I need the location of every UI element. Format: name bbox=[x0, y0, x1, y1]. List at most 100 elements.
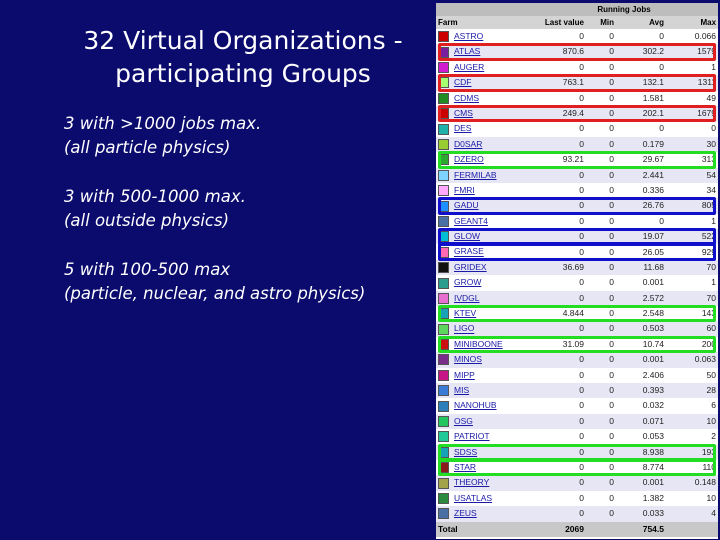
cell-last: 31.09 bbox=[530, 336, 586, 353]
farm-link[interactable]: NANOHUB bbox=[454, 400, 497, 411]
bullet-item: 3 with >1000 jobs max. (all particle phy… bbox=[64, 112, 424, 160]
cell-avg: 302.2 bbox=[616, 44, 666, 60]
farm-link[interactable]: LIGO bbox=[454, 323, 475, 334]
cell-max: 54 bbox=[666, 167, 718, 183]
color-swatch bbox=[438, 262, 449, 274]
cell-avg: 26.05 bbox=[616, 244, 666, 260]
cell-max: 34 bbox=[666, 182, 718, 199]
table-row: GADU 0 0 26.76 805 bbox=[436, 198, 718, 214]
total-label: Total bbox=[436, 521, 530, 537]
cell-last: 0 bbox=[530, 198, 586, 214]
cell-min: 0 bbox=[586, 459, 616, 476]
table-row: GLOW 0 0 19.07 522 bbox=[436, 229, 718, 245]
farm-cell: LIGO bbox=[436, 321, 530, 337]
farm-link[interactable]: MIS bbox=[454, 385, 470, 396]
farm-link[interactable]: CDF bbox=[454, 77, 472, 88]
farm-cell: CMS bbox=[436, 105, 530, 122]
farm-link[interactable]: OSG bbox=[454, 415, 473, 426]
farm-cell: DES bbox=[436, 121, 530, 137]
cell-avg: 19.07 bbox=[616, 229, 666, 245]
farm-link[interactable]: MIPP bbox=[454, 369, 475, 380]
cell-avg: 11.68 bbox=[616, 259, 666, 276]
cell-last: 0 bbox=[530, 367, 586, 383]
cell-max: 313 bbox=[666, 152, 718, 168]
cell-min: 0 bbox=[586, 213, 616, 230]
farm-link[interactable]: USATLAS bbox=[454, 492, 493, 503]
column-header-farm[interactable]: Farm bbox=[436, 16, 530, 29]
cell-avg: 10.74 bbox=[616, 336, 666, 353]
farm-link[interactable]: ATLAS bbox=[454, 46, 481, 57]
cell-last: 0 bbox=[530, 459, 586, 476]
cell-min: 0 bbox=[586, 290, 616, 307]
farm-cell: MIPP bbox=[436, 367, 530, 383]
farm-cell: USATLAS bbox=[436, 490, 530, 507]
cell-min: 0 bbox=[586, 321, 616, 337]
cell-min: 0 bbox=[586, 75, 616, 91]
cell-min: 0 bbox=[586, 336, 616, 353]
cell-min: 0 bbox=[586, 275, 616, 291]
farm-link[interactable]: AUGER bbox=[454, 61, 485, 72]
color-swatch bbox=[438, 92, 449, 104]
cell-last: 0 bbox=[530, 475, 586, 491]
column-header-min[interactable]: Min bbox=[586, 16, 616, 29]
cell-min: 0 bbox=[586, 259, 616, 276]
farm-link[interactable]: PATRIOT bbox=[454, 431, 490, 442]
cell-avg: 2.441 bbox=[616, 167, 666, 183]
farm-link[interactable]: ASTRO bbox=[454, 31, 484, 42]
farm-link[interactable]: DZERO bbox=[454, 154, 484, 165]
farm-cell: SDSS bbox=[436, 444, 530, 460]
cell-last: 93.21 bbox=[530, 152, 586, 168]
column-header-avg[interactable]: Avg bbox=[616, 16, 666, 29]
farm-link[interactable]: CMS bbox=[454, 108, 473, 119]
table-row: DZERO 93.21 0 29.67 313 bbox=[436, 152, 718, 168]
cell-max: 0.066 bbox=[666, 29, 718, 45]
farm-link[interactable]: GROW bbox=[454, 277, 482, 288]
farm-link[interactable]: MINIBOONE bbox=[454, 338, 503, 349]
slide-title: 32 Virtual Organizations - participating … bbox=[58, 24, 428, 90]
cell-avg: 0 bbox=[616, 121, 666, 137]
farm-link[interactable]: FMRI bbox=[454, 185, 475, 195]
table-row: KTEV 4.844 0 2.548 143 bbox=[436, 306, 718, 322]
farm-cell: GLOW bbox=[436, 229, 530, 245]
farm-link[interactable]: KTEV bbox=[454, 308, 477, 319]
cell-avg: 26.76 bbox=[616, 198, 666, 214]
farm-link[interactable]: MINOS bbox=[454, 354, 482, 365]
farm-link[interactable]: ZEUS bbox=[454, 508, 477, 519]
cell-avg: 0 bbox=[616, 59, 666, 76]
farm-cell: GRASE bbox=[436, 244, 530, 260]
cell-avg: 0.033 bbox=[616, 506, 666, 522]
color-swatch bbox=[438, 477, 449, 489]
column-header-max[interactable]: Max bbox=[666, 16, 718, 29]
farm-link[interactable]: SDSS bbox=[454, 446, 478, 457]
farm-link[interactable]: D0SAR bbox=[454, 138, 483, 149]
farm-link[interactable]: GRIDEX bbox=[454, 261, 487, 272]
farm-link[interactable]: CDMS bbox=[454, 92, 480, 103]
table-row: STAR 0 0 8.774 110 bbox=[436, 459, 718, 476]
cell-max: 1 bbox=[666, 275, 718, 291]
total-last: 2069 bbox=[530, 521, 586, 537]
color-swatch bbox=[438, 431, 449, 443]
farm-link[interactable]: GRASE bbox=[454, 246, 484, 257]
table-row: NANOHUB 0 0 0.032 6 bbox=[436, 398, 718, 414]
cell-avg: 2.406 bbox=[616, 367, 666, 383]
cell-min: 0 bbox=[586, 167, 616, 183]
cell-min: 0 bbox=[586, 182, 616, 199]
column-header-last[interactable]: Last value bbox=[530, 16, 586, 29]
color-swatch bbox=[438, 200, 449, 212]
farm-link[interactable]: GEANT4 bbox=[454, 215, 489, 226]
farm-link[interactable]: STAR bbox=[454, 462, 477, 473]
farm-link[interactable]: FERMILAB bbox=[454, 169, 497, 180]
color-swatch bbox=[438, 185, 449, 197]
cell-last: 0 bbox=[530, 275, 586, 291]
color-swatch bbox=[438, 354, 449, 366]
farm-link[interactable]: DES bbox=[454, 123, 472, 134]
farm-link[interactable]: IVDGL bbox=[454, 292, 480, 303]
farm-cell: GEANT4 bbox=[436, 213, 530, 230]
farm-link[interactable]: GLOW bbox=[454, 231, 480, 242]
color-swatch bbox=[438, 416, 449, 428]
farm-link[interactable]: THEORY bbox=[454, 477, 490, 488]
farm-link[interactable]: GADU bbox=[454, 200, 479, 211]
color-swatch bbox=[438, 62, 449, 74]
table-row: LIGO 0 0 0.503 60 bbox=[436, 321, 718, 337]
farm-cell: OSG bbox=[436, 413, 530, 430]
